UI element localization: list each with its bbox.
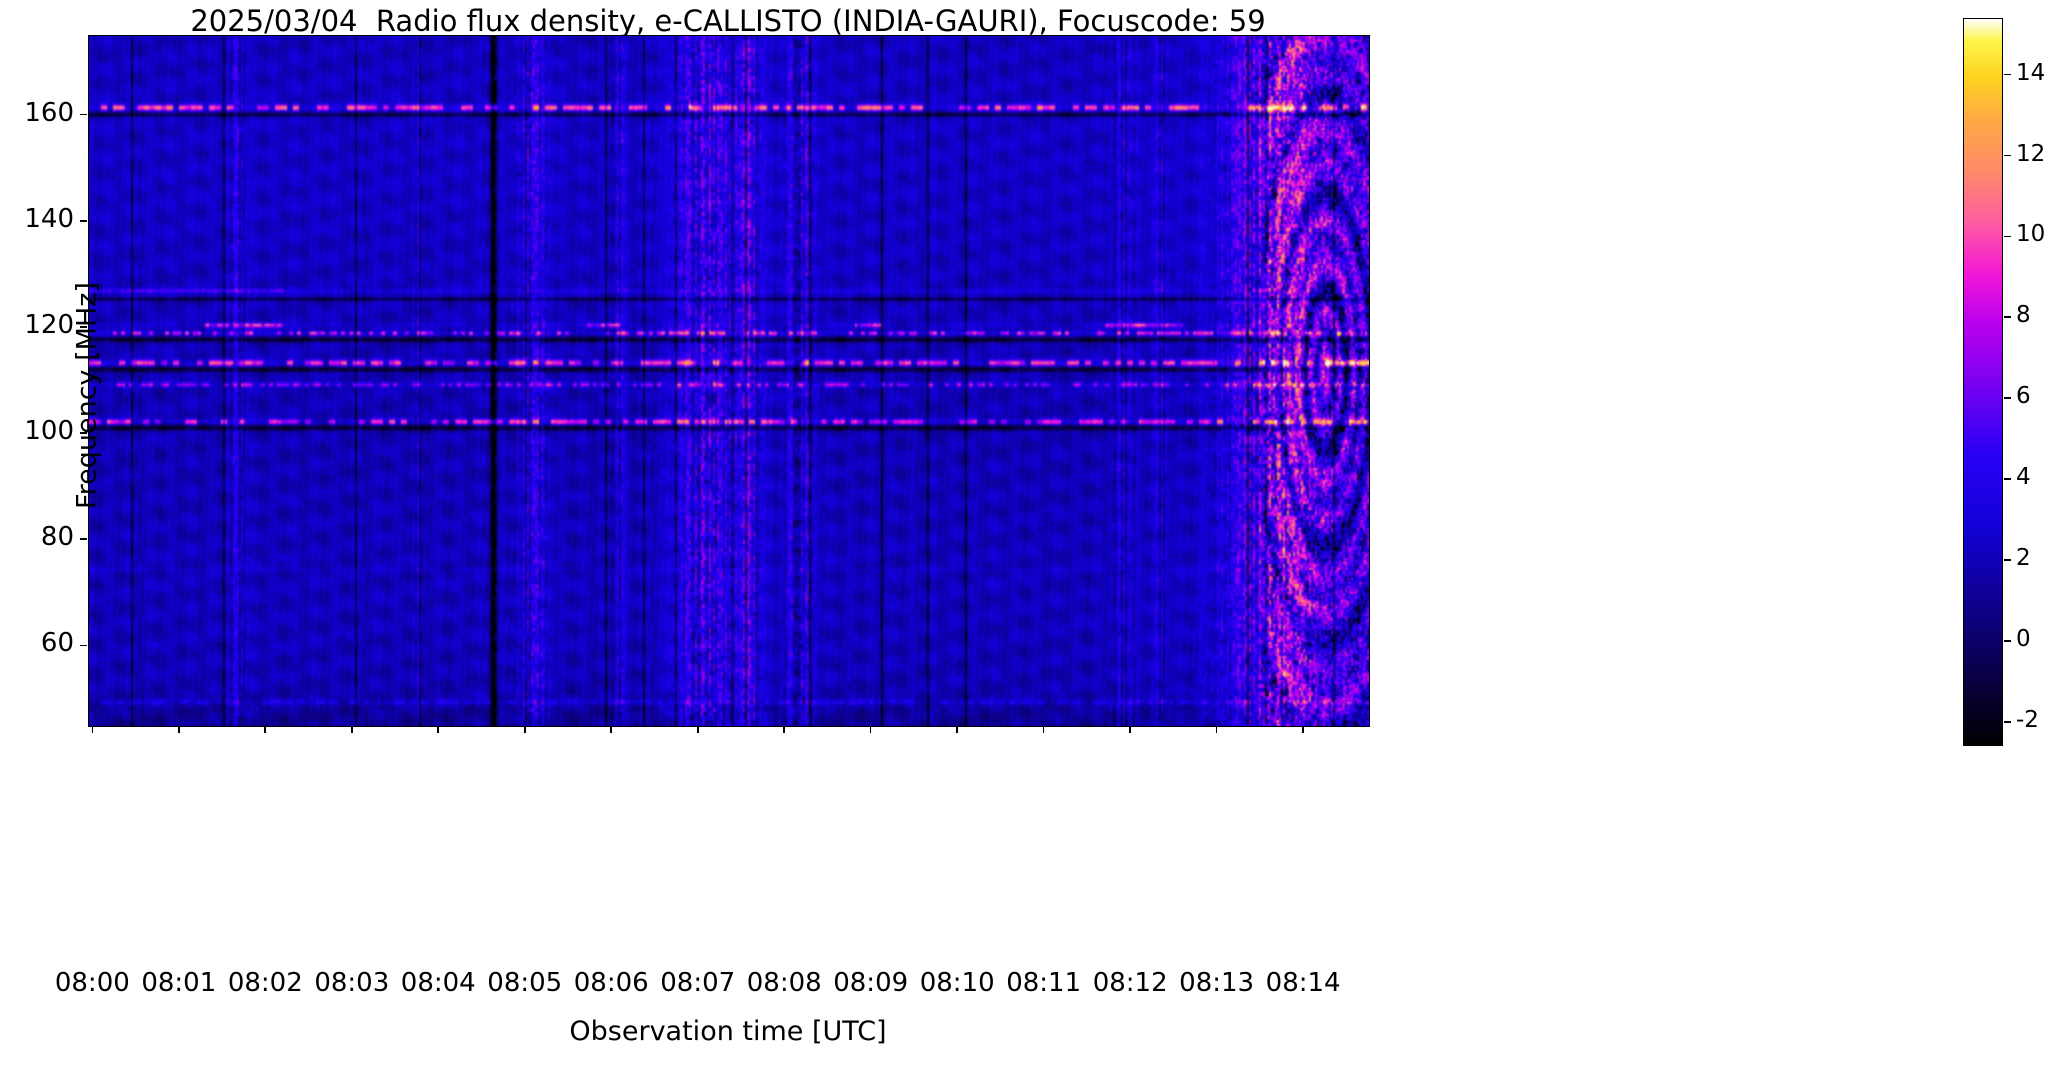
y-tick-label: 60 [40, 628, 74, 659]
page-title: 2025/03/04 Radio flux density, e-CALLIST… [190, 4, 1266, 38]
colorbar-tick-mark [2004, 154, 2011, 157]
x-tick-mark [956, 726, 958, 733]
x-tick-mark [1129, 726, 1131, 733]
colorbar-tick-label: -2 [2016, 706, 2039, 733]
y-tick-label: 100 [24, 416, 74, 447]
x-tick-label: 08:06 [573, 968, 649, 998]
x-tick-mark [1215, 726, 1218, 733]
y-tick-mark [80, 113, 87, 116]
x-tick-label: 08:01 [141, 968, 217, 998]
x-tick-mark [523, 726, 526, 733]
x-axis-label: Observation time [UTC] [569, 1016, 887, 1047]
x-tick-mark [610, 726, 613, 733]
y-tick-label: 80 [40, 522, 74, 553]
y-tick-label: 120 [24, 309, 74, 340]
x-tick-label: 08:14 [1265, 968, 1341, 998]
colorbar-tick-mark [2004, 73, 2011, 76]
colorbar-tick-mark [2004, 235, 2011, 238]
x-tick-mark [178, 726, 180, 733]
colorbar-tick-mark [2004, 316, 2011, 319]
y-tick-mark [80, 219, 87, 222]
colorbar-gradient [1964, 19, 2002, 745]
x-tick-mark [869, 726, 872, 733]
x-tick-label: 08:02 [227, 968, 303, 998]
colorbar-tick-label: 8 [2016, 302, 2031, 329]
colorbar-tick-label: 12 [2016, 140, 2046, 167]
x-tick-label: 08:09 [833, 968, 909, 998]
x-tick-mark [1042, 726, 1045, 733]
x-tick-label: 08:11 [1006, 968, 1082, 998]
y-tick-mark [80, 326, 87, 328]
colorbar[interactable] [1963, 18, 2003, 746]
x-tick-mark [350, 726, 353, 733]
x-tick-mark [696, 726, 699, 733]
x-tick-mark [783, 726, 785, 733]
colorbar-tick-label: 10 [2016, 221, 2046, 248]
y-axis-label: Frequency [MHz] [71, 282, 103, 509]
x-tick-label: 08:07 [660, 968, 736, 998]
x-tick-label: 08:04 [400, 968, 476, 998]
y-tick-label: 140 [24, 203, 74, 234]
x-tick-mark [1302, 726, 1304, 733]
colorbar-tick-label: 6 [2016, 383, 2031, 410]
x-tick-label: 08:03 [314, 968, 390, 998]
colorbar-tick-mark [2004, 559, 2011, 561]
x-tick-label: 08:08 [746, 968, 822, 998]
x-tick-label: 08:13 [1179, 968, 1255, 998]
colorbar-tick-mark [2004, 720, 2011, 723]
colorbar-tick-mark [2004, 397, 2011, 399]
colorbar-tick-mark [2004, 640, 2011, 642]
x-tick-label: 08:10 [919, 968, 995, 998]
x-tick-label: 08:05 [487, 968, 563, 998]
x-tick-label: 08:12 [1092, 968, 1168, 998]
colorbar-tick-label: 4 [2016, 464, 2031, 491]
x-tick-mark [91, 726, 94, 733]
colorbar-tick-label: 0 [2016, 625, 2031, 652]
y-tick-mark [80, 644, 87, 647]
x-tick-mark [437, 726, 440, 733]
y-tick-label: 160 [24, 97, 74, 128]
spectrogram-plot[interactable] [88, 35, 1370, 727]
colorbar-tick-mark [2004, 478, 2011, 480]
colorbar-tick-label: 2 [2016, 544, 2031, 571]
x-tick-mark [264, 726, 267, 733]
spectrogram-image[interactable] [89, 36, 1369, 726]
y-tick-mark [80, 538, 87, 541]
colorbar-tick-label: 14 [2016, 59, 2046, 86]
x-tick-label: 08:00 [54, 968, 130, 998]
y-tick-mark [80, 432, 87, 434]
